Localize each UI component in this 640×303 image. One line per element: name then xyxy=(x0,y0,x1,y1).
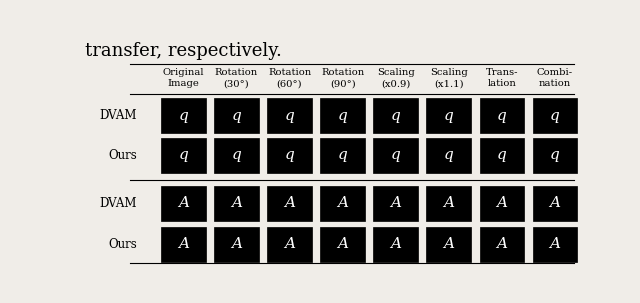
Text: A: A xyxy=(337,196,348,210)
Text: DVAM: DVAM xyxy=(100,109,137,122)
Text: A: A xyxy=(497,196,508,210)
Text: q: q xyxy=(338,148,348,162)
Bar xyxy=(373,98,418,133)
Bar xyxy=(214,138,259,173)
Bar xyxy=(161,227,205,261)
Bar xyxy=(479,186,524,221)
Text: transfer, respectively.: transfer, respectively. xyxy=(85,42,282,60)
Text: q: q xyxy=(338,109,348,123)
Text: A: A xyxy=(444,237,454,251)
Text: A: A xyxy=(178,237,189,251)
Text: Original
Image: Original Image xyxy=(163,68,204,88)
Bar xyxy=(214,227,259,261)
Bar xyxy=(268,98,312,133)
Bar xyxy=(214,186,259,221)
Text: A: A xyxy=(390,237,401,251)
Bar xyxy=(214,98,259,133)
Text: Combi-
nation: Combi- nation xyxy=(537,68,573,88)
Bar xyxy=(479,138,524,173)
Text: q: q xyxy=(232,148,241,162)
Text: q: q xyxy=(285,148,294,162)
Bar xyxy=(426,98,471,133)
Bar xyxy=(532,138,577,173)
Text: A: A xyxy=(549,196,561,210)
Bar xyxy=(426,186,471,221)
Text: Ours: Ours xyxy=(108,149,137,162)
Text: A: A xyxy=(284,237,295,251)
Bar xyxy=(268,227,312,261)
Text: q: q xyxy=(497,109,507,123)
Text: Rotation
(30°): Rotation (30°) xyxy=(215,68,258,88)
Bar xyxy=(373,186,418,221)
Text: Ours: Ours xyxy=(108,238,137,251)
Bar xyxy=(320,138,365,173)
Text: A: A xyxy=(178,196,189,210)
Text: A: A xyxy=(231,196,242,210)
Text: A: A xyxy=(497,237,508,251)
Bar xyxy=(532,186,577,221)
Bar xyxy=(161,186,205,221)
Bar xyxy=(161,138,205,173)
Bar xyxy=(373,227,418,261)
Text: q: q xyxy=(391,148,401,162)
Text: q: q xyxy=(444,148,454,162)
Text: Trans-
lation: Trans- lation xyxy=(486,68,518,88)
Text: Scaling
(x1.1): Scaling (x1.1) xyxy=(430,68,468,88)
Bar xyxy=(268,186,312,221)
Text: Rotation
(60°): Rotation (60°) xyxy=(268,68,311,88)
Bar xyxy=(479,227,524,261)
Text: Rotation
(90°): Rotation (90°) xyxy=(321,68,364,88)
Bar xyxy=(320,227,365,261)
Text: A: A xyxy=(231,237,242,251)
Bar xyxy=(373,138,418,173)
Text: q: q xyxy=(444,109,454,123)
Bar xyxy=(426,227,471,261)
Text: Scaling
(x0.9): Scaling (x0.9) xyxy=(377,68,415,88)
Bar xyxy=(479,98,524,133)
Text: A: A xyxy=(337,237,348,251)
Text: A: A xyxy=(284,196,295,210)
Text: q: q xyxy=(391,109,401,123)
Text: q: q xyxy=(497,148,507,162)
Bar xyxy=(532,98,577,133)
Bar xyxy=(532,227,577,261)
Text: q: q xyxy=(285,109,294,123)
Text: A: A xyxy=(444,196,454,210)
Bar xyxy=(320,186,365,221)
Text: DVAM: DVAM xyxy=(100,197,137,210)
Bar xyxy=(426,138,471,173)
Text: A: A xyxy=(549,237,561,251)
Text: q: q xyxy=(232,109,241,123)
Text: q: q xyxy=(550,109,560,123)
Text: q: q xyxy=(179,109,188,123)
Bar xyxy=(320,98,365,133)
Text: q: q xyxy=(179,148,188,162)
Bar xyxy=(268,138,312,173)
Bar xyxy=(161,98,205,133)
Text: A: A xyxy=(390,196,401,210)
Text: q: q xyxy=(550,148,560,162)
